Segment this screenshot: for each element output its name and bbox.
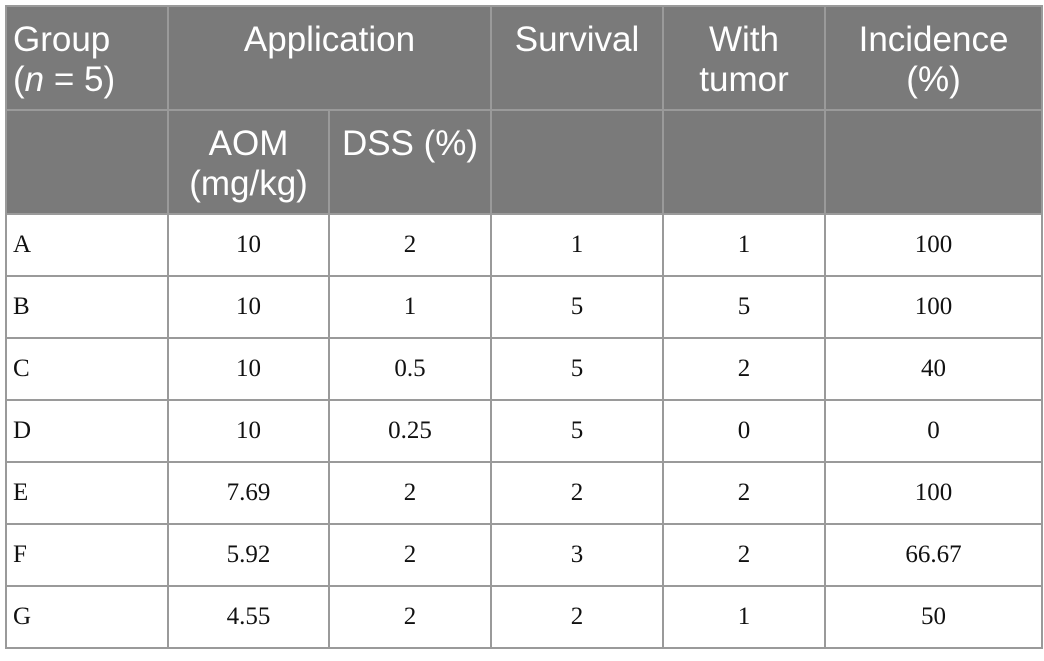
cell-survival: 5	[490, 337, 665, 401]
header-empty-group	[5, 109, 169, 215]
cell-aom: 4.55	[167, 585, 330, 649]
cell-group: F	[5, 523, 169, 587]
header-empty-with-tumor	[662, 109, 827, 215]
header-empty-survival	[490, 109, 665, 215]
cell-survival: 2	[490, 461, 665, 525]
cell-survival: 3	[490, 523, 665, 587]
cell-group: E	[5, 461, 169, 525]
header-aom: AOM (mg/kg)	[167, 109, 330, 215]
cell-group: G	[5, 585, 169, 649]
header-group-label: Group	[13, 20, 111, 59]
cell-incidence: 0	[824, 399, 1044, 463]
cell-survival: 1	[490, 213, 665, 277]
cell-with-tumor: 1	[662, 213, 827, 277]
table-header: Group (n = 5) Application Survival With …	[5, 5, 1044, 215]
header-aom-line1: AOM	[208, 124, 289, 163]
header-incidence-line2: (%)	[906, 60, 961, 99]
cell-survival: 5	[490, 275, 665, 339]
header-with-tumor: With tumor	[662, 5, 827, 111]
cell-dss: 2	[327, 461, 493, 525]
table-row: B 10 1 5 5 100	[5, 275, 1044, 339]
cell-dss: 2	[327, 523, 493, 587]
header-empty-incidence	[824, 109, 1044, 215]
header-incidence-line1: Incidence	[858, 20, 1009, 59]
table-row: E 7.69 2 2 2 100	[5, 461, 1044, 525]
cell-incidence: 100	[824, 461, 1044, 525]
cell-with-tumor: 2	[662, 337, 827, 401]
cell-aom: 10	[167, 399, 330, 463]
cell-incidence: 40	[824, 337, 1044, 401]
cell-dss: 0.25	[327, 399, 493, 463]
cell-with-tumor: 5	[662, 275, 827, 339]
cell-survival: 5	[490, 399, 665, 463]
cell-dss: 2	[327, 585, 493, 649]
table-row: G 4.55 2 2 1 50	[5, 585, 1044, 649]
header-group-n-open: (	[13, 60, 25, 99]
cell-group: A	[5, 213, 169, 277]
cell-survival: 2	[490, 585, 665, 649]
cell-aom: 10	[167, 275, 330, 339]
cell-aom: 10	[167, 337, 330, 401]
header-with-tumor-line2: tumor	[699, 60, 789, 99]
cell-aom: 10	[167, 213, 330, 277]
cell-group: B	[5, 275, 169, 339]
cell-dss: 2	[327, 213, 493, 277]
cell-with-tumor: 2	[662, 461, 827, 525]
header-group-n-rest: = 5)	[44, 60, 116, 99]
cell-incidence: 100	[824, 213, 1044, 277]
header-with-tumor-line1: With	[709, 20, 780, 59]
cell-group: C	[5, 337, 169, 401]
header-group-n: n	[24, 60, 45, 99]
data-table: Group (n = 5) Application Survival With …	[5, 5, 1044, 649]
header-aom-line2: (mg/kg)	[189, 164, 308, 203]
table-row: A 10 2 1 1 100	[5, 213, 1044, 277]
cell-incidence: 100	[824, 275, 1044, 339]
header-row-1: Group (n = 5) Application Survival With …	[5, 5, 1044, 111]
header-survival: Survival	[490, 5, 665, 111]
header-dss: DSS (%)	[327, 109, 493, 215]
cell-dss: 0.5	[327, 337, 493, 401]
cell-incidence: 50	[824, 585, 1044, 649]
header-application: Application	[166, 5, 493, 111]
cell-with-tumor: 1	[662, 585, 827, 649]
header-row-2: AOM (mg/kg) DSS (%)	[5, 109, 1044, 215]
table-row: D 10 0.25 5 0 0	[5, 399, 1044, 463]
cell-aom: 5.92	[167, 523, 330, 587]
table-body: A 10 2 1 1 100 B 10 1 5 5 100 C 10 0.5 5…	[5, 213, 1044, 649]
header-group: Group (n = 5)	[5, 5, 169, 111]
cell-incidence: 66.67	[824, 523, 1044, 587]
cell-group: D	[5, 399, 169, 463]
cell-dss: 1	[327, 275, 493, 339]
header-incidence: Incidence (%)	[824, 5, 1044, 111]
cell-with-tumor: 2	[662, 523, 827, 587]
cell-with-tumor: 0	[662, 399, 827, 463]
cell-aom: 7.69	[167, 461, 330, 525]
table-row: C 10 0.5 5 2 40	[5, 337, 1044, 401]
table-row: F 5.92 2 3 2 66.67	[5, 523, 1044, 587]
